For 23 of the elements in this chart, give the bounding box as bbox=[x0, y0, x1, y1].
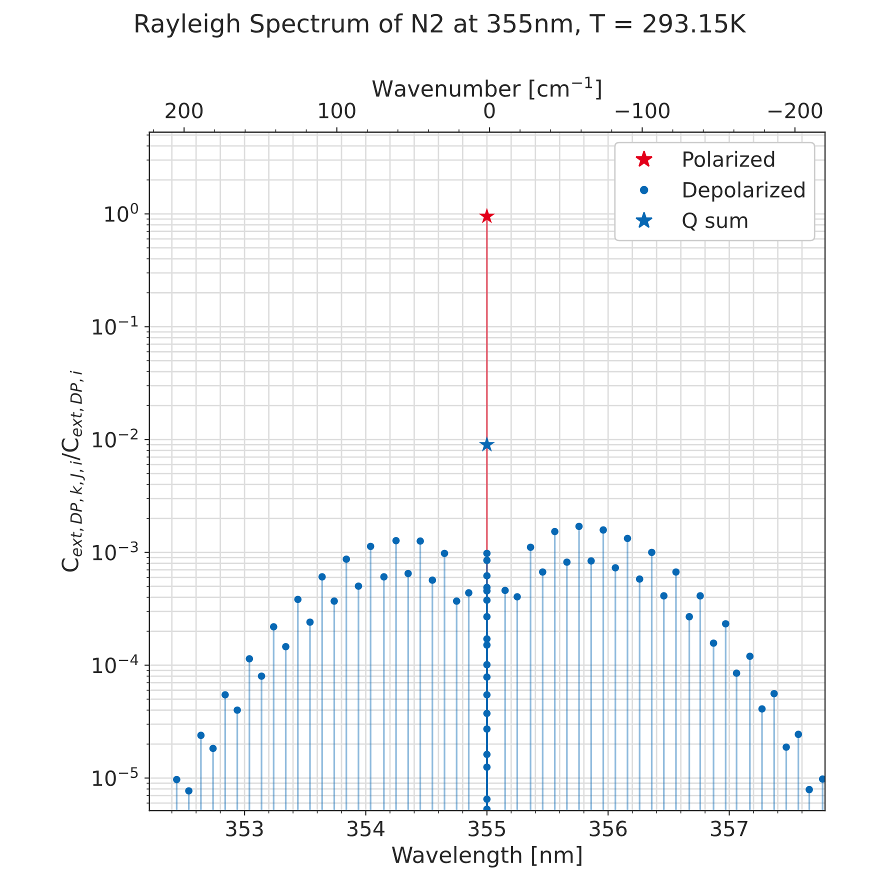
x-tick-label: 356 bbox=[590, 820, 627, 836]
y-tick-label: 10$^{−2}$ bbox=[93, 428, 138, 448]
x-tick-label: 355 bbox=[468, 820, 505, 836]
y-tick-label: 10$^{−5}$ bbox=[93, 767, 138, 786]
y-tick-label: 10$^{−4}$ bbox=[93, 654, 138, 674]
x-axis-title: Wavelength [nm] bbox=[392, 846, 582, 868]
x-tick-label: 354 bbox=[347, 820, 384, 836]
y-tick-label: 10$^{−1}$ bbox=[93, 316, 138, 335]
x2-tick-label: −100 bbox=[616, 102, 670, 118]
x-tick-label: 357 bbox=[711, 820, 748, 836]
y-tick-label: 10$^{−3}$ bbox=[93, 541, 138, 560]
x2-axis-title: Wavenumber [cm$^{−1}$] bbox=[372, 76, 601, 100]
x2-tick-label: 100 bbox=[319, 102, 356, 118]
chart-title: Rayleigh Spectrum of N2 at 355nm, T = 293.15K bbox=[136, 13, 746, 38]
x-tick-label: 353 bbox=[226, 820, 263, 836]
x2-tick-label: −200 bbox=[768, 102, 822, 118]
legend-label: Depolarized bbox=[684, 181, 804, 202]
x2-tick-label: 0 bbox=[484, 102, 495, 118]
legend-label: Q sum bbox=[682, 212, 748, 231]
y-axis-title: C$_{ext,DP,k,J,i}$/C$_{ext,DP,i}$ bbox=[62, 370, 85, 572]
x2-tick-label: 200 bbox=[166, 102, 203, 118]
legend-label: Polarized bbox=[684, 150, 774, 168]
y-tick-label: 10$^{0}$ bbox=[105, 202, 138, 222]
